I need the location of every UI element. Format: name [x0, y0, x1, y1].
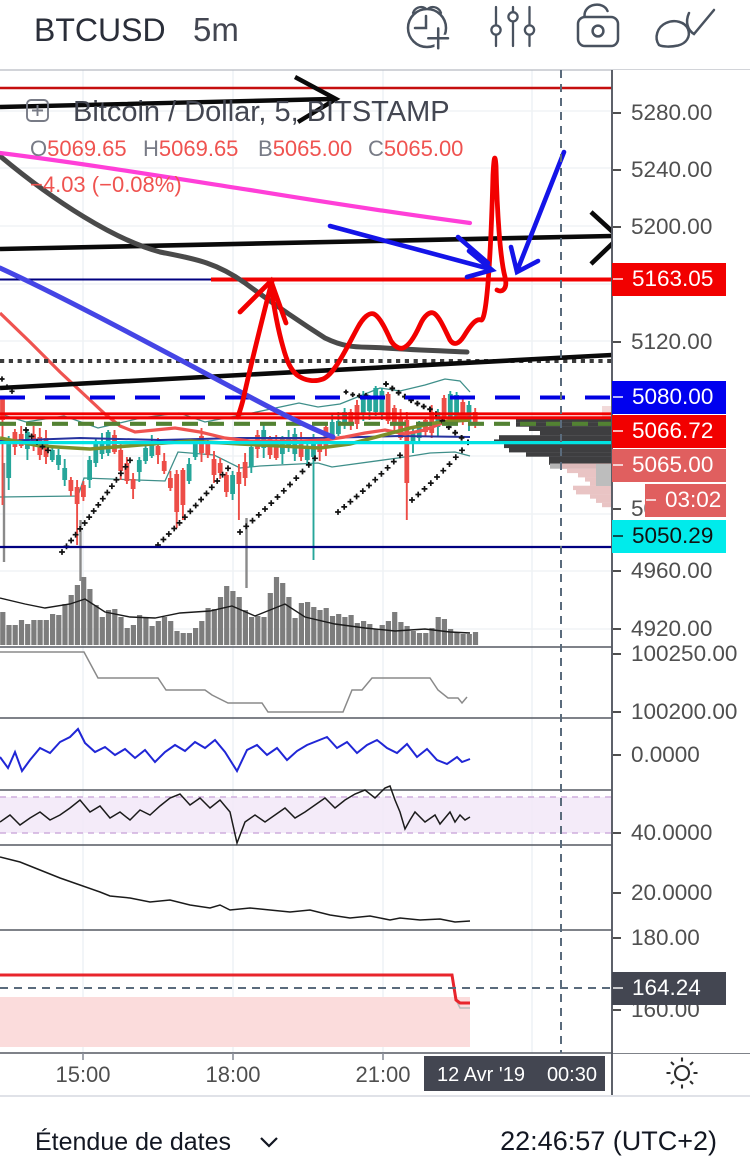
svg-text:12 Avr '19: 12 Avr '19 [437, 1064, 525, 1086]
svg-text:164.24: 164.24 [632, 975, 701, 1000]
svg-text:5240.00: 5240.00 [631, 157, 712, 182]
svg-text:22:46:57 (UTC+2): 22:46:57 (UTC+2) [500, 1126, 717, 1156]
svg-text:5200.00: 5200.00 [631, 214, 712, 239]
svg-text:BTCUSD: BTCUSD [34, 12, 166, 48]
svg-text:Bitcoin / Dollar, 5, BITSTAMP: Bitcoin / Dollar, 5, BITSTAMP [73, 96, 450, 128]
svg-text:5163.05: 5163.05 [632, 266, 713, 291]
svg-text:100200.00: 100200.00 [631, 699, 737, 724]
svg-text:03:02: 03:02 [665, 487, 721, 512]
svg-text:20.0000: 20.0000 [631, 880, 712, 905]
svg-text:40.0000: 40.0000 [631, 820, 712, 845]
svg-text:5280.00: 5280.00 [631, 100, 712, 125]
svg-text:Étendue de dates: Étendue de dates [35, 1127, 231, 1156]
svg-text:5065.00: 5065.00 [632, 452, 713, 477]
svg-text:5066.72: 5066.72 [632, 418, 713, 443]
svg-text:4920.00: 4920.00 [631, 616, 712, 641]
svg-text:−4.03 (−0.08%): −4.03 (−0.08%) [30, 172, 182, 197]
svg-text:5m: 5m [193, 11, 239, 48]
svg-text:180.00: 180.00 [631, 925, 700, 950]
svg-text:5050.29: 5050.29 [632, 523, 713, 548]
svg-text:5080.00: 5080.00 [632, 384, 713, 409]
svg-text:100250.00: 100250.00 [631, 641, 737, 666]
svg-text:00:30: 00:30 [547, 1064, 597, 1086]
svg-text:0.0000: 0.0000 [631, 742, 700, 767]
svg-text:21:00: 21:00 [355, 1062, 410, 1087]
svg-text:4960.00: 4960.00 [631, 558, 712, 583]
svg-text:18:00: 18:00 [205, 1062, 260, 1087]
svg-text:15:00: 15:00 [55, 1062, 110, 1087]
svg-text:5120.00: 5120.00 [631, 329, 712, 354]
